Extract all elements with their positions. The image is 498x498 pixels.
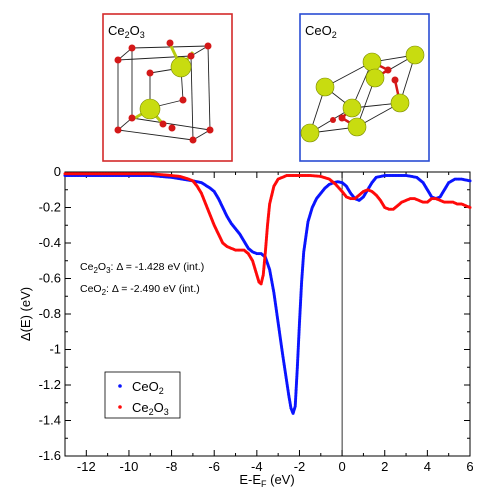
x-tick-label: -2 — [294, 459, 306, 474]
ce-atom-icon — [300, 123, 320, 143]
series-ce2o3 — [63, 172, 472, 286]
o-atom-icon — [128, 114, 136, 122]
series-point — [468, 179, 472, 183]
plot-area: -12 -10 -8 -6 -4 -2 0 2 4 6 0-0.2-0.4-0.6-0.8-1-1… — [39, 164, 474, 474]
series-point — [468, 206, 472, 209]
legend-marker-ceo2 — [118, 384, 122, 388]
ceo2-atoms — [300, 45, 425, 143]
x-tick-label: 0 — [338, 459, 345, 474]
y-tick-label: 0 — [54, 164, 61, 179]
inset-ceo2-title: CeO2 — [305, 23, 337, 40]
o-atom-icon — [146, 69, 154, 77]
o-atom-icon — [206, 126, 214, 134]
annotation-ceo2: CeO2: Δ = -2.490 eV (int.) — [80, 283, 200, 297]
ce-atom-icon — [365, 68, 385, 88]
o-atom-icon — [189, 136, 197, 144]
ce-atom-icon — [405, 45, 425, 65]
inset-ce2o3-title: Ce2O3 — [108, 23, 145, 40]
x-tick-label: 2 — [381, 459, 388, 474]
x-tick-label: -12 — [77, 459, 96, 474]
o-atom-icon — [179, 96, 187, 104]
y-tick-label: -0.6 — [39, 271, 61, 286]
legend-label-ce2o3: Ce2O3 — [132, 400, 169, 417]
o-atom-icon — [114, 126, 122, 134]
series-layer — [63, 172, 472, 415]
x-tick-label: -8 — [166, 459, 178, 474]
o-atom-icon — [168, 124, 176, 132]
legend-box — [104, 371, 181, 419]
o-atom-icon — [128, 44, 136, 52]
ce-atom-icon — [315, 77, 335, 97]
ce-atom-icon — [390, 93, 410, 113]
x-axis-title: E-EF (eV) — [239, 472, 294, 489]
o-atom-icon — [187, 52, 195, 60]
y-tick-label: -1.2 — [39, 377, 61, 392]
y-axis-title: Δ(E) (eV) — [18, 287, 33, 341]
o-atom-icon — [330, 117, 336, 123]
ce-atom-icon — [139, 98, 161, 120]
ce2o3-atoms — [114, 39, 214, 144]
x-tick-label: -4 — [251, 459, 263, 474]
o-atom-icon — [384, 66, 392, 74]
y-tick-label: -0.2 — [39, 200, 61, 215]
annotation-ce2o3: Ce2O3: Δ = -1.428 eV (int.) — [80, 261, 204, 275]
legend-marker-ce2o3 — [118, 405, 122, 409]
x-tick-label: -6 — [208, 459, 220, 474]
o-atom-icon — [204, 42, 212, 50]
legend-label-ceo2: CeO2 — [132, 379, 164, 396]
y-tick-label: -1.4 — [39, 413, 61, 428]
ce-atom-icon — [170, 56, 192, 78]
ce-atom-icon — [347, 117, 367, 137]
ce2o3-structure — [117, 45, 211, 141]
ce-atom-icon — [342, 98, 362, 118]
x-tick-label: -10 — [120, 459, 139, 474]
series-ceo2 — [63, 174, 472, 415]
o-atom-icon — [338, 114, 346, 122]
ce-atom-icon — [362, 52, 382, 72]
y-tick-label: -0.4 — [39, 235, 61, 250]
o-atom-icon — [114, 56, 122, 64]
y-tick-label: -1 — [49, 342, 61, 357]
legend: CeO2 Ce2O3 — [104, 371, 181, 419]
inset-ceo2: CeO2 — [299, 13, 430, 162]
x-axis-ticks: -12 -10 -8 -6 -4 -2 0 2 4 6 — [64, 172, 474, 474]
o-atom-icon — [391, 76, 399, 84]
x-tick-label: 4 — [424, 459, 431, 474]
y-axis-ticks: 0 -0.2 -0.4 -0.6 -0.8 -1 -1.2 -1.4 -1.6 — [39, 164, 470, 463]
o-atom-icon — [166, 39, 174, 47]
x-tick-label: 6 — [466, 459, 473, 474]
y-tick-label: -1.6 — [39, 448, 61, 463]
y-tick-label: -0.8 — [39, 306, 61, 321]
o-atom-icon — [159, 120, 167, 128]
inset-ce2o3: Ce2O3 — [102, 13, 233, 162]
